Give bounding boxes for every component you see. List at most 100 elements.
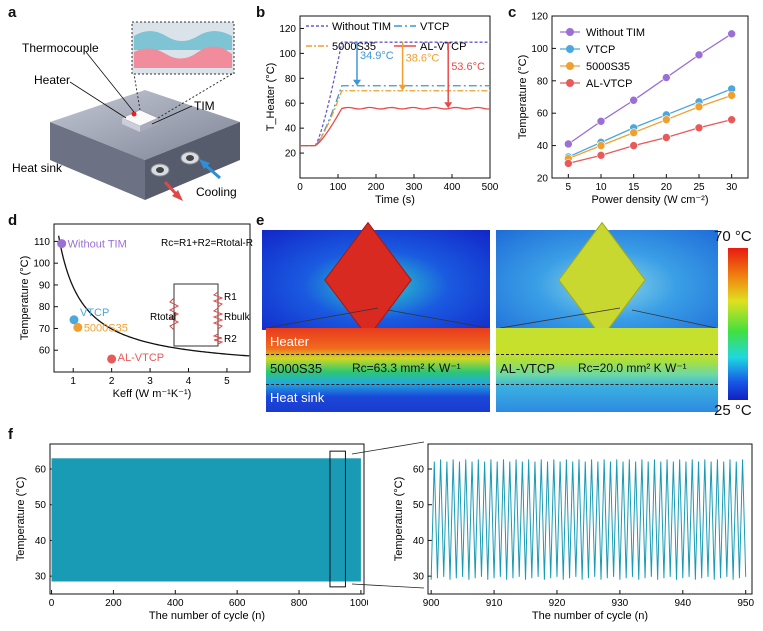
- x-tick-label: 400: [167, 598, 184, 609]
- e-right-rc: Rc=20.0 mm² K W⁻¹: [578, 361, 687, 375]
- legend-label: Without TIM: [332, 21, 391, 33]
- y-tick-label: 100: [33, 259, 50, 270]
- e-alvtcp-label: AL-VTCP: [500, 361, 555, 376]
- x-tick-label: 1: [70, 376, 76, 387]
- annotation-label: 34.9°C: [360, 50, 394, 62]
- data-point: [727, 29, 736, 39]
- y-tick-label: 60: [35, 465, 47, 476]
- plot-frame: [299, 15, 491, 179]
- data-point: [596, 117, 606, 126]
- y-tick-label: 90: [39, 280, 51, 291]
- x-tick-label: 200: [368, 182, 385, 193]
- y-tick-label: 110: [34, 237, 50, 248]
- x-tick-label: 5: [566, 182, 572, 193]
- panel-letter-d: d: [8, 212, 18, 229]
- data-point: [727, 115, 736, 124]
- series-line: [568, 94, 732, 160]
- legend-marker: [566, 62, 574, 70]
- x-tick-label: 3: [147, 376, 153, 387]
- y-axis-label: Temperature (°C): [15, 477, 27, 561]
- y-tick-label: 60: [285, 99, 297, 110]
- x-tick-label: 20: [661, 182, 673, 193]
- data-point: [564, 139, 573, 149]
- series-line: [568, 119, 732, 165]
- legend-label: AL-VTCP: [586, 78, 632, 90]
- series-line: [300, 106, 491, 147]
- y-tick-label: 70: [39, 324, 51, 335]
- x-tick-label: 0: [297, 182, 303, 193]
- y-axis-label: T_Heater (°C): [265, 63, 277, 132]
- y-tick-label: 20: [285, 149, 297, 160]
- cycle-band: [51, 458, 361, 582]
- legend-label: Without TIM: [586, 27, 645, 39]
- e-colorbar: [728, 248, 748, 400]
- e-5000s35-label: 5000S35: [270, 361, 323, 376]
- y-tick-label: 40: [285, 124, 297, 135]
- r1-label: R1: [224, 292, 237, 303]
- data-point: [73, 322, 83, 332]
- data-point: [694, 50, 704, 60]
- x-tick-label: 910: [486, 598, 503, 609]
- e-left-3d: [262, 221, 490, 339]
- plot-frame: [551, 15, 749, 179]
- chart-f-left: 0 200 400 600 800 1000 30 40 50 60 The number of c…: [15, 443, 368, 622]
- data-point: [596, 151, 606, 160]
- y-tick-label: 50: [413, 500, 425, 511]
- x-tick-label: 1000: [350, 598, 368, 609]
- x-tick-label: 200: [105, 598, 122, 609]
- x-tick-label: 10: [595, 182, 607, 193]
- x-tick-label: 100: [330, 182, 347, 193]
- thermocouple-dot: [131, 111, 137, 117]
- legend-label: VTCP: [586, 44, 615, 56]
- cooling-label: Cooling: [196, 185, 237, 199]
- e-scale-max: 70 °C: [714, 228, 752, 245]
- data-point: [629, 141, 638, 150]
- y-tick-label: 50: [35, 500, 47, 511]
- data-point: [662, 73, 671, 82]
- chart-c: 5 10 15 20 25 30 20 40 60 80 100 120 Power density (…: [517, 12, 749, 206]
- legend-label: VTCP: [420, 21, 449, 33]
- e-zoom-lines: [265, 307, 717, 329]
- panel-letter-a: a: [8, 4, 17, 21]
- y-tick-label: 60: [39, 346, 51, 357]
- x-tick-label: 930: [612, 598, 629, 609]
- plot-frame: [49, 443, 365, 595]
- panel-letter-b: b: [256, 4, 266, 21]
- cooling-pipes: [150, 151, 200, 177]
- x-tick-label: 920: [549, 598, 566, 609]
- x-tick-label: 400: [444, 182, 461, 193]
- d-formula: Rc=R1+R2=Rtotal-Rbulk: [161, 238, 253, 249]
- chart-b: 0 100 200 300 400 500 20 40 60 80 100 120 Time (s) T_…: [265, 15, 499, 206]
- legend-marker: [566, 45, 574, 53]
- r-total-label: Rtotal: [150, 312, 176, 323]
- series-line: [300, 41, 490, 147]
- data-point: [596, 141, 606, 150]
- x-tick-label: 4: [186, 376, 192, 387]
- data-point: [57, 239, 67, 249]
- heater-block: [121, 109, 159, 132]
- x-tick-label: 300: [406, 182, 423, 193]
- y-tick-label: 120: [531, 12, 548, 23]
- annotation-arrowhead: [353, 79, 361, 86]
- x-tick-label: 500: [482, 182, 499, 193]
- annotation-label: 38.6°C: [406, 52, 440, 64]
- data-point: [662, 133, 671, 142]
- data-point: [694, 102, 704, 112]
- resistor-diagram: Rtotal R1 Rbulk R2: [150, 283, 251, 347]
- data-point: [629, 128, 638, 137]
- plot-frame: [53, 223, 251, 373]
- y-axis-label: Temperature (°C): [393, 477, 405, 561]
- data-point: [107, 354, 117, 364]
- x-tick-label: 25: [693, 182, 705, 193]
- y-tick-label: 40: [537, 141, 549, 152]
- data-point: [662, 115, 671, 124]
- y-tick-label: 30: [413, 572, 425, 583]
- y-axis-label: Temperature (°C): [19, 256, 31, 340]
- e-scale-min: 25 °C: [714, 402, 752, 419]
- heat-sink-label: Heat sink: [12, 161, 63, 175]
- series-line: [568, 88, 732, 158]
- series-line: [300, 90, 490, 147]
- legend-label: 5000S35: [586, 61, 630, 73]
- x-tick-label: 5: [224, 376, 230, 387]
- r-bulk-label: Rbulk: [224, 312, 251, 323]
